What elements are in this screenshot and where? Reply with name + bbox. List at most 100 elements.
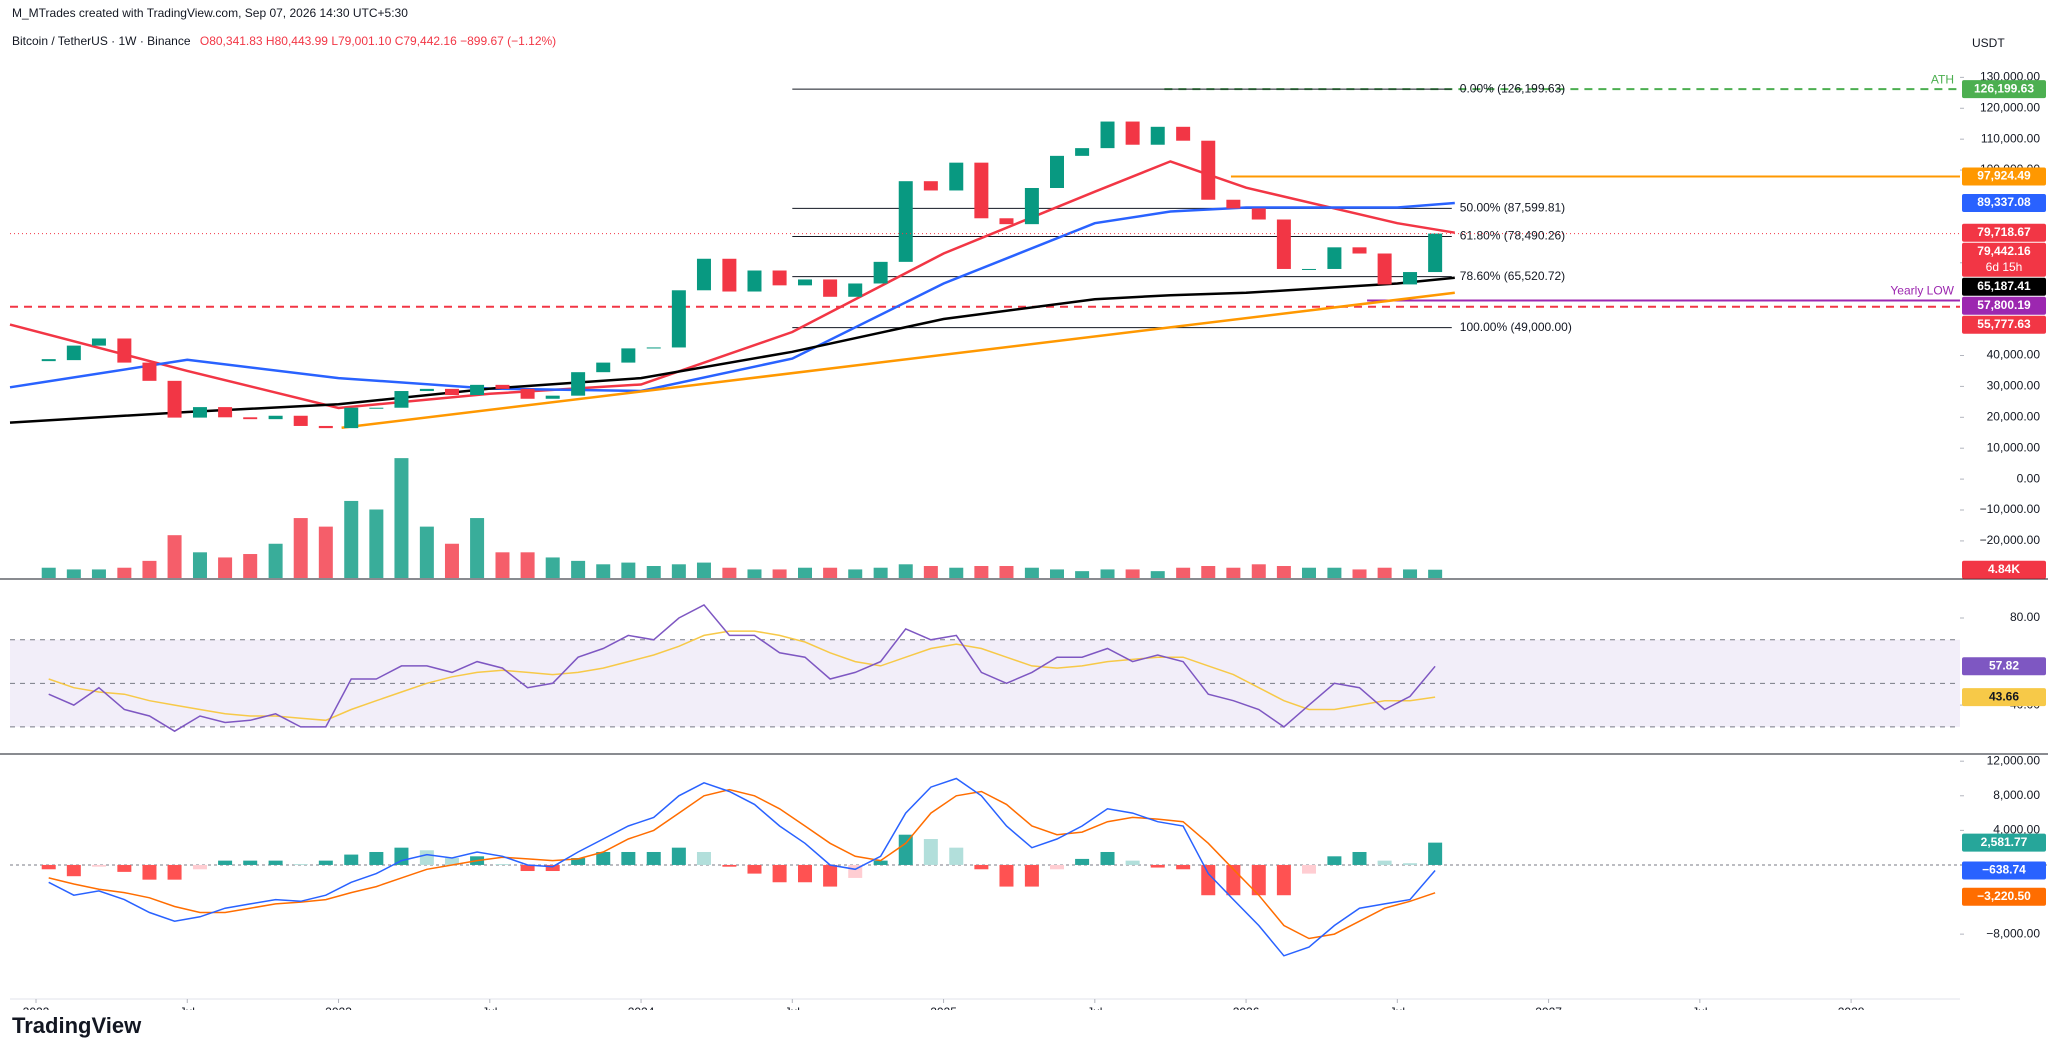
- current-price-label: 79,442.16: [1977, 244, 2031, 258]
- candle: [369, 407, 384, 409]
- x-tick-label: 2026: [1233, 1005, 1260, 1010]
- macd-histogram: [722, 864, 737, 867]
- volume-bar: [470, 518, 485, 578]
- volume-label-bg: [1962, 560, 2046, 579]
- candle: [470, 384, 485, 396]
- candle: [974, 162, 989, 219]
- volume-bar: [218, 557, 233, 578]
- candle: [1377, 253, 1392, 285]
- level-price-label-bg: [1962, 167, 2046, 186]
- level-price-label: 55,777.63: [1977, 317, 2031, 331]
- volume-bar: [1125, 569, 1140, 578]
- credit: M_MTrades created with TradingView.com, …: [12, 6, 408, 20]
- volume-bar: [1327, 567, 1342, 578]
- ma-price-label: 65,187.41: [1977, 279, 2031, 293]
- candle: [419, 388, 434, 392]
- macd-histogram: [1049, 864, 1064, 870]
- ma-line: [9, 201, 1455, 393]
- rsi-label: 57.82: [1989, 658, 2019, 672]
- volume-bar: [243, 554, 258, 578]
- volume-bar: [772, 569, 787, 578]
- volume-bar: [419, 526, 434, 578]
- candle: [696, 258, 711, 291]
- macd-histogram: [621, 851, 636, 865]
- volume-bar: [1024, 567, 1039, 578]
- ma-line: [9, 276, 1455, 424]
- y-tick-label: −8,000.00: [1986, 926, 2040, 940]
- candle: [1276, 219, 1291, 269]
- candle: [671, 290, 686, 348]
- candle: [394, 391, 409, 408]
- candle: [318, 425, 333, 429]
- volume-bar: [823, 567, 838, 578]
- candle: [243, 417, 258, 420]
- logo[interactable]: TradingView: [12, 1013, 142, 1038]
- macd-hist-label: 2,581.77: [1981, 835, 2028, 849]
- volume-bar: [1150, 571, 1165, 578]
- y-tick-label: −20,000.00: [1980, 533, 2041, 547]
- volume-bar: [999, 566, 1014, 578]
- symbol[interactable]: Bitcoin / TetherUS · 1W · Binance: [12, 34, 191, 48]
- candle: [798, 279, 813, 286]
- macd-signal-label-bg: [1962, 887, 2046, 906]
- ma-price-label-bg: [1962, 194, 2046, 213]
- macd-histogram: [192, 864, 207, 870]
- y-tick-label: 110,000.00: [1981, 131, 2040, 145]
- x-tick-label: Jul: [1390, 1005, 1405, 1010]
- macd-histogram: [1100, 851, 1115, 865]
- candle: [192, 407, 207, 418]
- candle: [747, 270, 762, 292]
- volume-bar: [974, 566, 989, 578]
- volume-bar: [1403, 569, 1418, 578]
- rsi-line: [48, 603, 1436, 733]
- y-tick-label: 30,000.00: [1987, 379, 2041, 393]
- fib-label: 61.80% (78,490.26): [1460, 229, 1565, 243]
- current-price-label-timer: 6d 15h: [1986, 260, 2023, 274]
- volume-bar: [949, 567, 964, 578]
- volume-bar: [1301, 567, 1316, 578]
- macd-histogram: [1403, 863, 1418, 865]
- volume-bar: [722, 567, 737, 578]
- currency[interactable]: USDT: [1972, 36, 2005, 50]
- candle: [646, 347, 661, 349]
- volume-bar: [1377, 567, 1392, 578]
- macd-histogram: [268, 860, 283, 865]
- candle: [923, 181, 938, 191]
- macd-histogram: [419, 850, 434, 865]
- volume-bar: [293, 518, 308, 578]
- candle: [545, 395, 560, 399]
- volume-bar: [1201, 566, 1216, 578]
- y-tick-label: 0.00: [2017, 471, 2041, 485]
- volume-bar: [41, 567, 56, 578]
- level-price-label: 126,199.63: [1974, 81, 2034, 95]
- volume-bar: [923, 566, 938, 578]
- x-tick-label: 2022: [23, 1005, 50, 1010]
- macd-histogram: [1352, 851, 1367, 865]
- candle: [898, 181, 913, 262]
- macd-histogram: [671, 847, 686, 865]
- macd-histogram: [243, 860, 258, 865]
- rsi-band: [10, 639, 1960, 727]
- volume-bar: [444, 543, 459, 578]
- macd-histogram: [91, 864, 106, 867]
- macd-histogram: [646, 851, 661, 865]
- macd-signal-label: −3,220.50: [1977, 889, 2031, 903]
- symbol-bar: Bitcoin / TetherUS · 1W · Binance O80,34…: [12, 34, 556, 48]
- fib-label: 50.00% (87,599.81): [1460, 201, 1565, 215]
- y-tick-label: 40,000.00: [1987, 348, 2041, 362]
- macd-histogram: [444, 858, 459, 865]
- candle: [444, 388, 459, 396]
- volume-bar: [571, 560, 586, 578]
- candle: [722, 258, 737, 292]
- volume-bar: [495, 552, 510, 578]
- macd-histogram: [923, 839, 938, 865]
- volume-bar: [91, 569, 106, 578]
- y-tick-label: −10,000.00: [1980, 502, 2041, 516]
- candle: [596, 362, 611, 373]
- macd-histogram: [798, 864, 813, 883]
- macd-histogram: [1075, 858, 1090, 865]
- candle: [1075, 148, 1090, 156]
- fib-label: 0.00% (126,199.63): [1460, 81, 1565, 95]
- level-price-label-bg: [1962, 80, 2046, 99]
- macd-histogram: [495, 864, 510, 865]
